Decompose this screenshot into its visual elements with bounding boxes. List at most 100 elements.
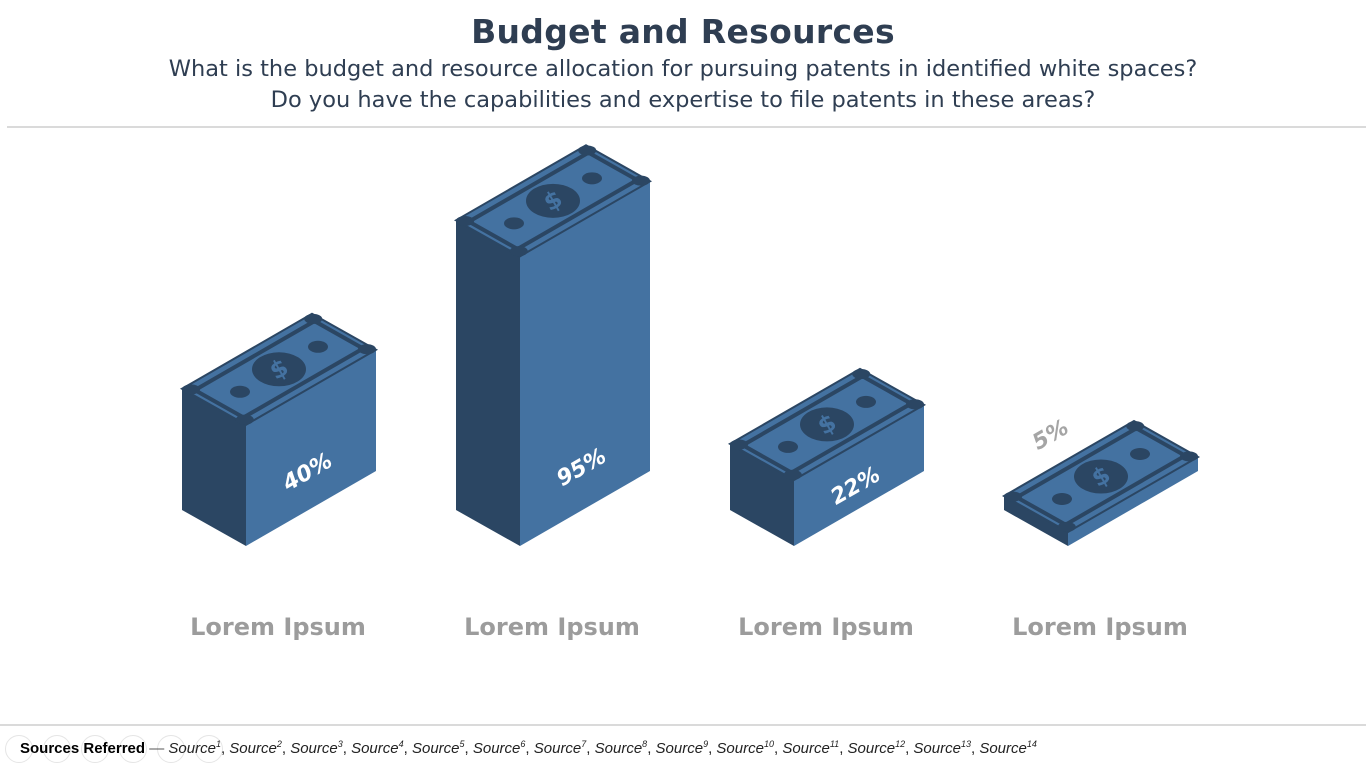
bill-corner-icon bbox=[578, 145, 597, 156]
source-number: 13 bbox=[960, 739, 971, 749]
source-number: 4 bbox=[398, 739, 404, 749]
bill-corner-icon bbox=[182, 384, 201, 395]
sources-label: Sources Referred bbox=[20, 740, 146, 757]
bill-corner-icon bbox=[456, 215, 475, 226]
money-stack-chart: $40% Lorem Ipsum $95% Lorem Ipsum $22% Lorem … bbox=[179, 144, 1201, 641]
bill-corner-icon bbox=[905, 399, 924, 410]
source-text: Source bbox=[913, 740, 961, 757]
source-text: Source bbox=[782, 740, 830, 757]
bill-center-medallion bbox=[1074, 459, 1128, 494]
source-item: Source14 bbox=[979, 739, 1037, 757]
source-text: Source bbox=[594, 740, 643, 757]
source-number: 11 bbox=[829, 739, 840, 749]
stack-front-face bbox=[520, 181, 650, 546]
source-text: Source bbox=[847, 740, 896, 757]
control-circle-icon bbox=[81, 735, 109, 763]
value-label: 5% bbox=[1028, 415, 1073, 455]
bill-center-medallion bbox=[252, 352, 306, 387]
source-text: Source bbox=[229, 740, 277, 757]
bill-corner-icon bbox=[730, 439, 749, 450]
source-number: 8 bbox=[642, 739, 648, 749]
slide-controls bbox=[5, 735, 233, 767]
stack-side-face bbox=[1004, 496, 1068, 546]
source-number: 2 bbox=[276, 739, 282, 749]
bill-corner-icon bbox=[304, 313, 323, 324]
control-circle-icon bbox=[43, 735, 71, 763]
source-number: 14 bbox=[1026, 739, 1037, 749]
source-number: 7 bbox=[581, 739, 587, 749]
source-item: Source1 bbox=[168, 739, 221, 757]
source-text: Source bbox=[411, 740, 460, 757]
source-text: Source bbox=[979, 740, 1027, 757]
bill-center-medallion bbox=[526, 183, 580, 218]
money-stack-bar: $22% bbox=[727, 367, 927, 546]
bottom-divider bbox=[0, 724, 1366, 726]
source-item: Source7 bbox=[533, 739, 587, 757]
source-item: Source11 bbox=[782, 739, 840, 757]
source-number: 6 bbox=[520, 739, 526, 749]
sources-separator: — bbox=[149, 740, 165, 757]
bill-corner-icon bbox=[852, 369, 871, 380]
category-label: Lorem Ipsum bbox=[464, 613, 640, 641]
category-label: Lorem Ipsum bbox=[1012, 613, 1188, 641]
bill-corner-icon bbox=[1057, 521, 1076, 532]
bill-corner-icon bbox=[357, 344, 376, 355]
bill-dot-icon bbox=[778, 440, 798, 453]
stack-front-face bbox=[1068, 457, 1198, 546]
bill-corner-icon bbox=[783, 469, 802, 480]
stack-side-face bbox=[182, 388, 246, 546]
stack-side-face bbox=[730, 443, 794, 546]
bill-dot-icon bbox=[308, 340, 328, 353]
page-title: Budget and Resources bbox=[471, 12, 895, 51]
category-label: Lorem Ipsum bbox=[738, 613, 914, 641]
bill-corner-icon bbox=[509, 246, 528, 257]
control-circle-icon bbox=[119, 735, 147, 763]
source-item: Source9 bbox=[655, 739, 709, 757]
subtitle-line-2: Do you have the capabilities and experti… bbox=[270, 87, 1096, 113]
source-item: Source4 bbox=[351, 739, 404, 757]
bill-corner-icon bbox=[1004, 491, 1023, 502]
bill-corner-icon bbox=[1179, 451, 1198, 462]
stack-side-face bbox=[456, 220, 520, 546]
source-item: Source10 bbox=[716, 739, 774, 757]
bill-center-medallion bbox=[800, 407, 854, 442]
bill-dot-icon bbox=[504, 217, 524, 230]
source-number: 9 bbox=[703, 739, 709, 749]
bill-corner-icon bbox=[631, 175, 650, 186]
top-divider bbox=[7, 126, 1366, 128]
source-text: Source bbox=[533, 740, 582, 757]
source-number: 1 bbox=[215, 739, 221, 749]
source-number: 3 bbox=[337, 739, 343, 749]
source-number: 12 bbox=[895, 739, 906, 749]
source-item: Source3 bbox=[290, 739, 343, 757]
bill-dot-icon bbox=[1130, 448, 1150, 460]
sources-footer: Sources Referred — Source1, Source2, Sou… bbox=[20, 739, 1037, 757]
source-item: Source13 bbox=[913, 739, 971, 757]
source-text: Source bbox=[351, 740, 399, 757]
money-stack-bar: $5% bbox=[1001, 415, 1201, 546]
bill-dot-icon bbox=[856, 395, 876, 408]
source-text: Source bbox=[168, 740, 216, 757]
source-text: Source bbox=[655, 740, 704, 757]
control-circle-icon bbox=[157, 735, 185, 763]
subtitle-line-1: What is the budget and resource allocati… bbox=[168, 56, 1198, 82]
stack-front-face bbox=[246, 349, 376, 546]
money-stack-bar: $95% bbox=[453, 144, 653, 546]
source-item: Source5 bbox=[411, 739, 465, 757]
source-item: Source6 bbox=[472, 739, 526, 757]
bill-corner-icon bbox=[1126, 421, 1145, 432]
control-circle-icon bbox=[195, 735, 223, 763]
category-label: Lorem Ipsum bbox=[190, 613, 366, 641]
source-number: 10 bbox=[763, 739, 774, 749]
source-text: Source bbox=[472, 740, 521, 757]
source-number: 5 bbox=[459, 739, 465, 749]
bill-dot-icon bbox=[582, 172, 602, 185]
control-circle-icon bbox=[5, 735, 33, 763]
source-text: Source bbox=[716, 740, 764, 757]
source-text: Source bbox=[290, 740, 338, 757]
bill-dot-icon bbox=[230, 385, 250, 398]
bill-dot-icon bbox=[1052, 493, 1072, 505]
stack-front-face bbox=[794, 404, 924, 546]
source-item: Source2 bbox=[229, 739, 282, 757]
money-stack-bar: $40% bbox=[179, 312, 379, 546]
